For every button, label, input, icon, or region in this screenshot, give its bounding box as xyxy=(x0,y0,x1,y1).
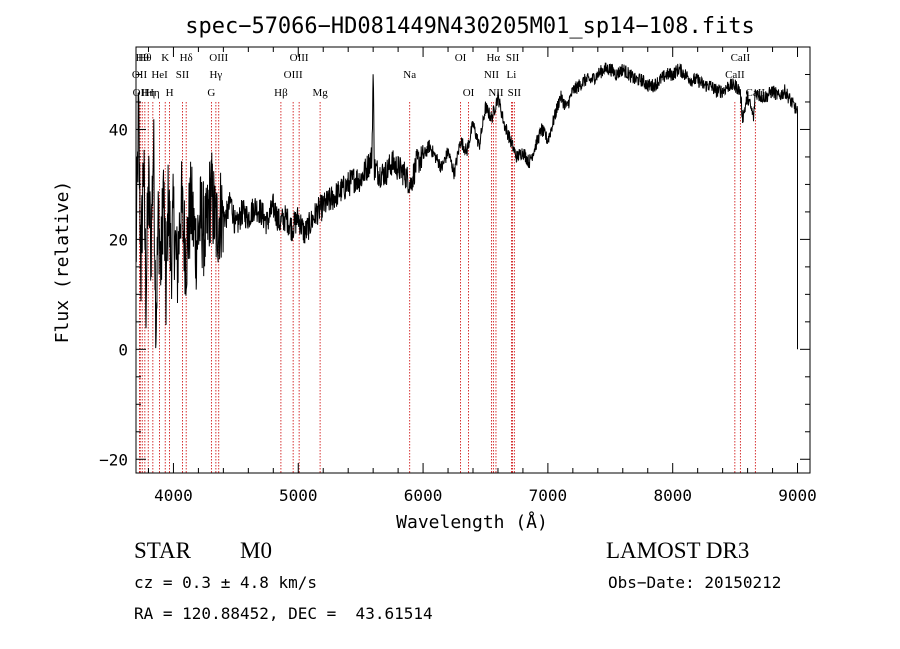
line-label-25: SII xyxy=(506,52,520,64)
line-label-18: Na xyxy=(403,69,416,81)
y-tick-label-1: 0 xyxy=(118,340,128,359)
line-label-5: Hη xyxy=(146,87,160,99)
line-label-26: SII xyxy=(508,87,522,99)
line-label-0: OII xyxy=(132,69,148,81)
x-axis-ticks: 4000 5000 6000 7000 8000 9000 xyxy=(147,47,817,505)
plot-frame xyxy=(135,46,811,474)
line-label-11: G xyxy=(207,87,215,99)
y-axis-label: Flux (relative) xyxy=(52,181,73,344)
line-label-4: Hη xyxy=(141,87,155,99)
flux-series xyxy=(135,62,798,350)
x-tick-label-4: 8000 xyxy=(653,486,692,505)
x-tick-label-2: 6000 xyxy=(404,486,443,505)
line-label-3: Hθ xyxy=(138,52,151,64)
y-tick-label-3: 40 xyxy=(109,120,128,139)
flux-line xyxy=(135,62,798,350)
emission-line-labels: OIIOIIHθHθHηHηHeIKHSIIHδGHγOIIIHβOIIIOII… xyxy=(132,52,766,99)
line-label-7: K xyxy=(161,52,169,64)
redshift-readout: cz = 0.3 ± 4.8 km/s xyxy=(134,573,318,592)
line-label-27: CaII xyxy=(725,69,745,81)
y-tick-label-2: 20 xyxy=(109,230,128,249)
line-label-28: CaII xyxy=(731,52,751,64)
object-class: STAR xyxy=(134,538,191,563)
line-label-20: OI xyxy=(463,87,475,99)
line-label-1: OII xyxy=(133,87,149,99)
line-label-9: SII xyxy=(176,69,190,81)
line-label-16: OIII xyxy=(290,52,309,64)
line-label-17: Mg xyxy=(312,87,328,99)
line-label-6: HeI xyxy=(151,69,168,81)
line-label-10: Hδ xyxy=(180,52,193,64)
x-axis-label: Wavelength (Å) xyxy=(396,511,548,533)
line-label-2: Hθ xyxy=(136,52,149,64)
observation-date: Obs−Date: 20150212 xyxy=(608,573,782,592)
line-label-21: NII xyxy=(484,69,500,81)
x-tick-label-0: 4000 xyxy=(154,486,193,505)
line-label-14: Hβ xyxy=(274,87,288,99)
y-tick-label-0: −20 xyxy=(99,450,128,469)
chart-title: spec−57066−HD081449N430205M01_sp14−108.f… xyxy=(185,14,755,39)
line-label-23: NII xyxy=(488,87,504,99)
x-tick-label-1: 5000 xyxy=(279,486,318,505)
coordinates: RA = 120.88452, DEC = 43.61514 xyxy=(134,604,433,623)
line-label-13: OIII xyxy=(209,52,228,64)
object-subclass: M0 xyxy=(240,538,272,563)
x-tick-label-5: 9000 xyxy=(778,486,817,505)
emission-line-markers xyxy=(139,102,756,473)
x-tick-label-3: 7000 xyxy=(529,486,568,505)
line-label-19: OI xyxy=(455,52,467,64)
line-label-8: H xyxy=(166,87,174,99)
line-label-22: Hα xyxy=(486,52,500,64)
line-label-12: Hγ xyxy=(209,69,222,81)
line-label-15: OIII xyxy=(284,69,303,81)
survey-name: LAMOST DR3 xyxy=(606,538,750,563)
line-label-24: Li xyxy=(507,69,517,81)
y-axis-ticks: −20 0 20 40 xyxy=(99,73,810,469)
